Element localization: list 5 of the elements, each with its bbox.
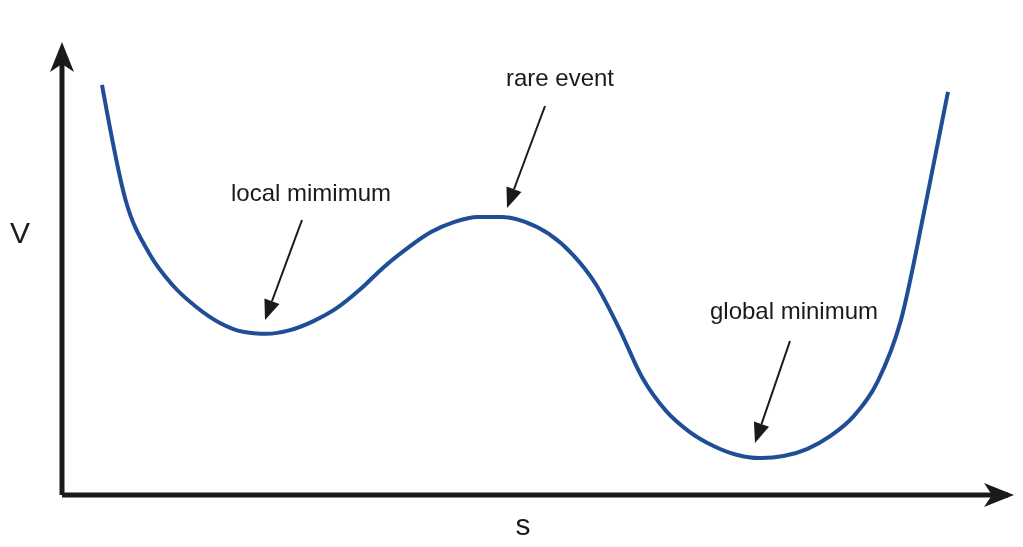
y-axis-title: V bbox=[9, 216, 31, 249]
annotation: rare event bbox=[505, 64, 615, 91]
annotation: global minimum bbox=[709, 297, 879, 324]
x-axis-title: s bbox=[515, 508, 531, 541]
annotation: local mimimum bbox=[230, 179, 392, 206]
